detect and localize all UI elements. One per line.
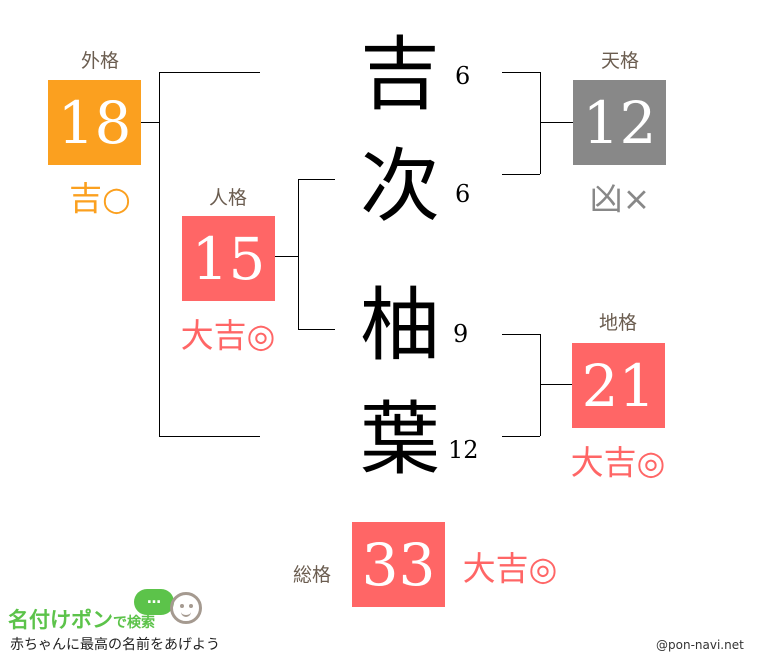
soukaku-fortune: 大吉◎ — [462, 549, 558, 588]
bracket-line — [502, 334, 540, 335]
bracket-line — [540, 122, 573, 123]
stroke-count: 9 — [453, 320, 469, 348]
speech-bubble-icon: … — [134, 589, 174, 615]
bracket-line — [502, 436, 540, 437]
bracket-line — [540, 384, 572, 385]
logo-suffix: で検索 — [113, 615, 155, 631]
chikaku-fortune: 大吉◎ — [570, 443, 666, 482]
stroke-count: 6 — [455, 62, 471, 90]
tenkaku-label: 天格 — [600, 50, 639, 72]
name-char: 次 — [360, 140, 440, 233]
baby-face-icon — [170, 592, 202, 624]
name-char: 柚 — [360, 279, 440, 372]
gaikaku-fortune: 吉○ — [69, 179, 131, 218]
name-char: 吉 — [360, 28, 440, 121]
bracket-line — [298, 179, 335, 180]
tenkaku-fortune: 凶× — [589, 179, 651, 218]
chikaku-label: 地格 — [598, 312, 637, 334]
stroke-count: 6 — [455, 180, 471, 208]
bracket-line — [275, 256, 298, 257]
jinkaku-value: 15 — [182, 216, 275, 301]
chikaku-value: 21 — [572, 343, 665, 428]
bracket-line — [298, 329, 335, 330]
bracket-line — [159, 72, 260, 73]
bracket-line — [159, 72, 160, 436]
soukaku-value: 33 — [352, 522, 445, 607]
bracket-line — [159, 436, 260, 437]
bracket-line — [540, 72, 541, 174]
logo-tagline: 赤ちゃんに最高の名前をあげよう — [10, 637, 220, 653]
gaikaku-label: 外格 — [80, 50, 119, 72]
bracket-line — [141, 122, 159, 123]
bracket-line — [502, 174, 540, 175]
jinkaku-label: 人格 — [208, 187, 247, 209]
bracket-line — [298, 179, 299, 329]
logo: 名付けポンで検索 — [8, 604, 155, 634]
soukaku-label: 総格 — [292, 564, 331, 586]
gaikaku-value: 18 — [48, 80, 141, 165]
credit-text: @pon-navi.net — [656, 638, 744, 652]
name-char: 葉 — [360, 393, 440, 486]
logo-title: 名付けポン — [8, 608, 113, 632]
jinkaku-fortune: 大吉◎ — [180, 316, 276, 355]
tenkaku-value: 12 — [573, 80, 666, 165]
bracket-line — [502, 72, 540, 73]
stroke-count: 12 — [448, 436, 479, 464]
bracket-line — [540, 334, 541, 436]
